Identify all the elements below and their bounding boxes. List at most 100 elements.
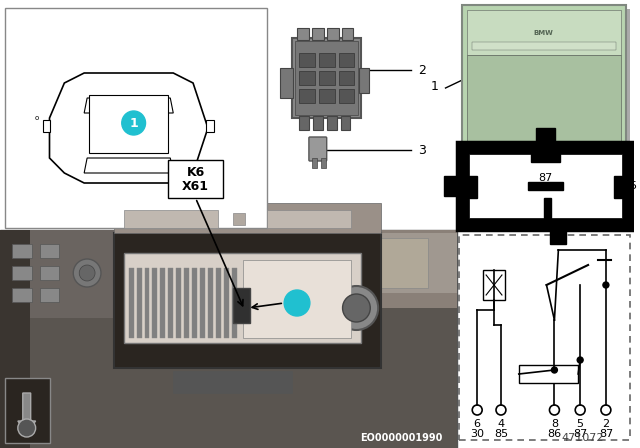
Text: 87: 87 xyxy=(538,140,552,150)
Circle shape xyxy=(575,405,585,415)
Text: X61: X61 xyxy=(182,180,209,193)
Circle shape xyxy=(577,357,583,363)
Bar xyxy=(152,268,157,338)
Text: 2: 2 xyxy=(418,64,426,77)
Text: o: o xyxy=(35,115,39,121)
Bar xyxy=(184,268,189,338)
Text: 87: 87 xyxy=(599,429,613,439)
Bar xyxy=(232,268,237,338)
Text: 1: 1 xyxy=(431,79,438,92)
Text: BMW: BMW xyxy=(534,30,554,36)
Circle shape xyxy=(335,286,378,330)
Bar xyxy=(43,120,51,132)
Bar xyxy=(114,233,381,368)
Bar xyxy=(319,53,335,67)
Text: 86: 86 xyxy=(550,220,564,230)
Bar xyxy=(5,8,268,228)
Bar xyxy=(243,260,351,338)
Bar xyxy=(161,268,165,338)
Bar xyxy=(313,116,323,130)
Circle shape xyxy=(496,405,506,415)
Bar xyxy=(40,266,60,280)
Polygon shape xyxy=(49,73,208,183)
Bar xyxy=(536,128,556,142)
Bar xyxy=(502,158,512,178)
Bar xyxy=(462,5,626,160)
Bar xyxy=(469,154,621,218)
Circle shape xyxy=(122,111,145,135)
Bar xyxy=(297,28,309,40)
Bar xyxy=(483,270,505,300)
Circle shape xyxy=(342,294,371,322)
Bar xyxy=(299,71,315,85)
Bar xyxy=(145,268,150,338)
Bar xyxy=(168,268,173,338)
Bar xyxy=(299,116,309,130)
FancyBboxPatch shape xyxy=(309,137,326,161)
Text: 5: 5 xyxy=(577,419,584,429)
Bar xyxy=(326,116,337,130)
Bar xyxy=(0,230,114,318)
Bar xyxy=(550,230,566,244)
Bar xyxy=(504,176,510,186)
Bar xyxy=(326,28,339,40)
Bar xyxy=(0,230,458,308)
Bar xyxy=(340,116,351,130)
Bar xyxy=(467,55,621,155)
Bar xyxy=(342,28,353,40)
Bar xyxy=(458,142,634,230)
Bar xyxy=(528,182,563,190)
Bar xyxy=(176,268,181,338)
Bar xyxy=(591,158,601,178)
Circle shape xyxy=(79,265,95,281)
Bar xyxy=(543,198,552,218)
Bar xyxy=(295,41,358,115)
Circle shape xyxy=(603,282,609,288)
Text: 87: 87 xyxy=(538,173,552,183)
Bar xyxy=(532,158,541,178)
Text: 30: 30 xyxy=(453,181,467,191)
Bar xyxy=(89,95,168,153)
Bar xyxy=(563,176,569,186)
Bar xyxy=(40,244,60,258)
Bar xyxy=(479,176,485,186)
Text: 1: 1 xyxy=(129,116,138,129)
Bar xyxy=(233,213,244,225)
Bar xyxy=(29,233,458,293)
Bar xyxy=(593,176,599,186)
Text: 85: 85 xyxy=(494,429,508,439)
Text: 3: 3 xyxy=(418,143,426,156)
Circle shape xyxy=(472,405,482,415)
Bar xyxy=(29,238,428,288)
Bar xyxy=(200,268,205,338)
Bar xyxy=(319,71,335,85)
Bar xyxy=(280,68,293,98)
Circle shape xyxy=(73,259,101,287)
Bar xyxy=(561,158,572,178)
Bar xyxy=(467,9,630,164)
Bar xyxy=(292,38,362,118)
Bar xyxy=(467,10,621,55)
Text: 1: 1 xyxy=(292,296,302,310)
Text: 471072: 471072 xyxy=(561,433,604,443)
Polygon shape xyxy=(84,158,173,173)
Text: 6: 6 xyxy=(474,419,481,429)
Bar xyxy=(192,268,197,338)
Bar xyxy=(168,160,223,198)
Text: K6: K6 xyxy=(186,165,205,178)
Bar xyxy=(531,154,561,162)
Bar xyxy=(360,68,369,93)
Bar xyxy=(206,120,214,132)
Bar xyxy=(268,210,351,228)
Bar xyxy=(124,210,218,228)
Text: 8: 8 xyxy=(551,419,558,429)
Circle shape xyxy=(284,290,310,316)
Bar xyxy=(312,158,317,168)
Circle shape xyxy=(552,367,557,373)
Bar xyxy=(12,244,32,258)
Bar xyxy=(460,235,630,440)
Bar xyxy=(634,176,640,196)
Bar xyxy=(614,176,621,198)
Bar xyxy=(40,288,60,302)
Text: 4: 4 xyxy=(497,419,504,429)
